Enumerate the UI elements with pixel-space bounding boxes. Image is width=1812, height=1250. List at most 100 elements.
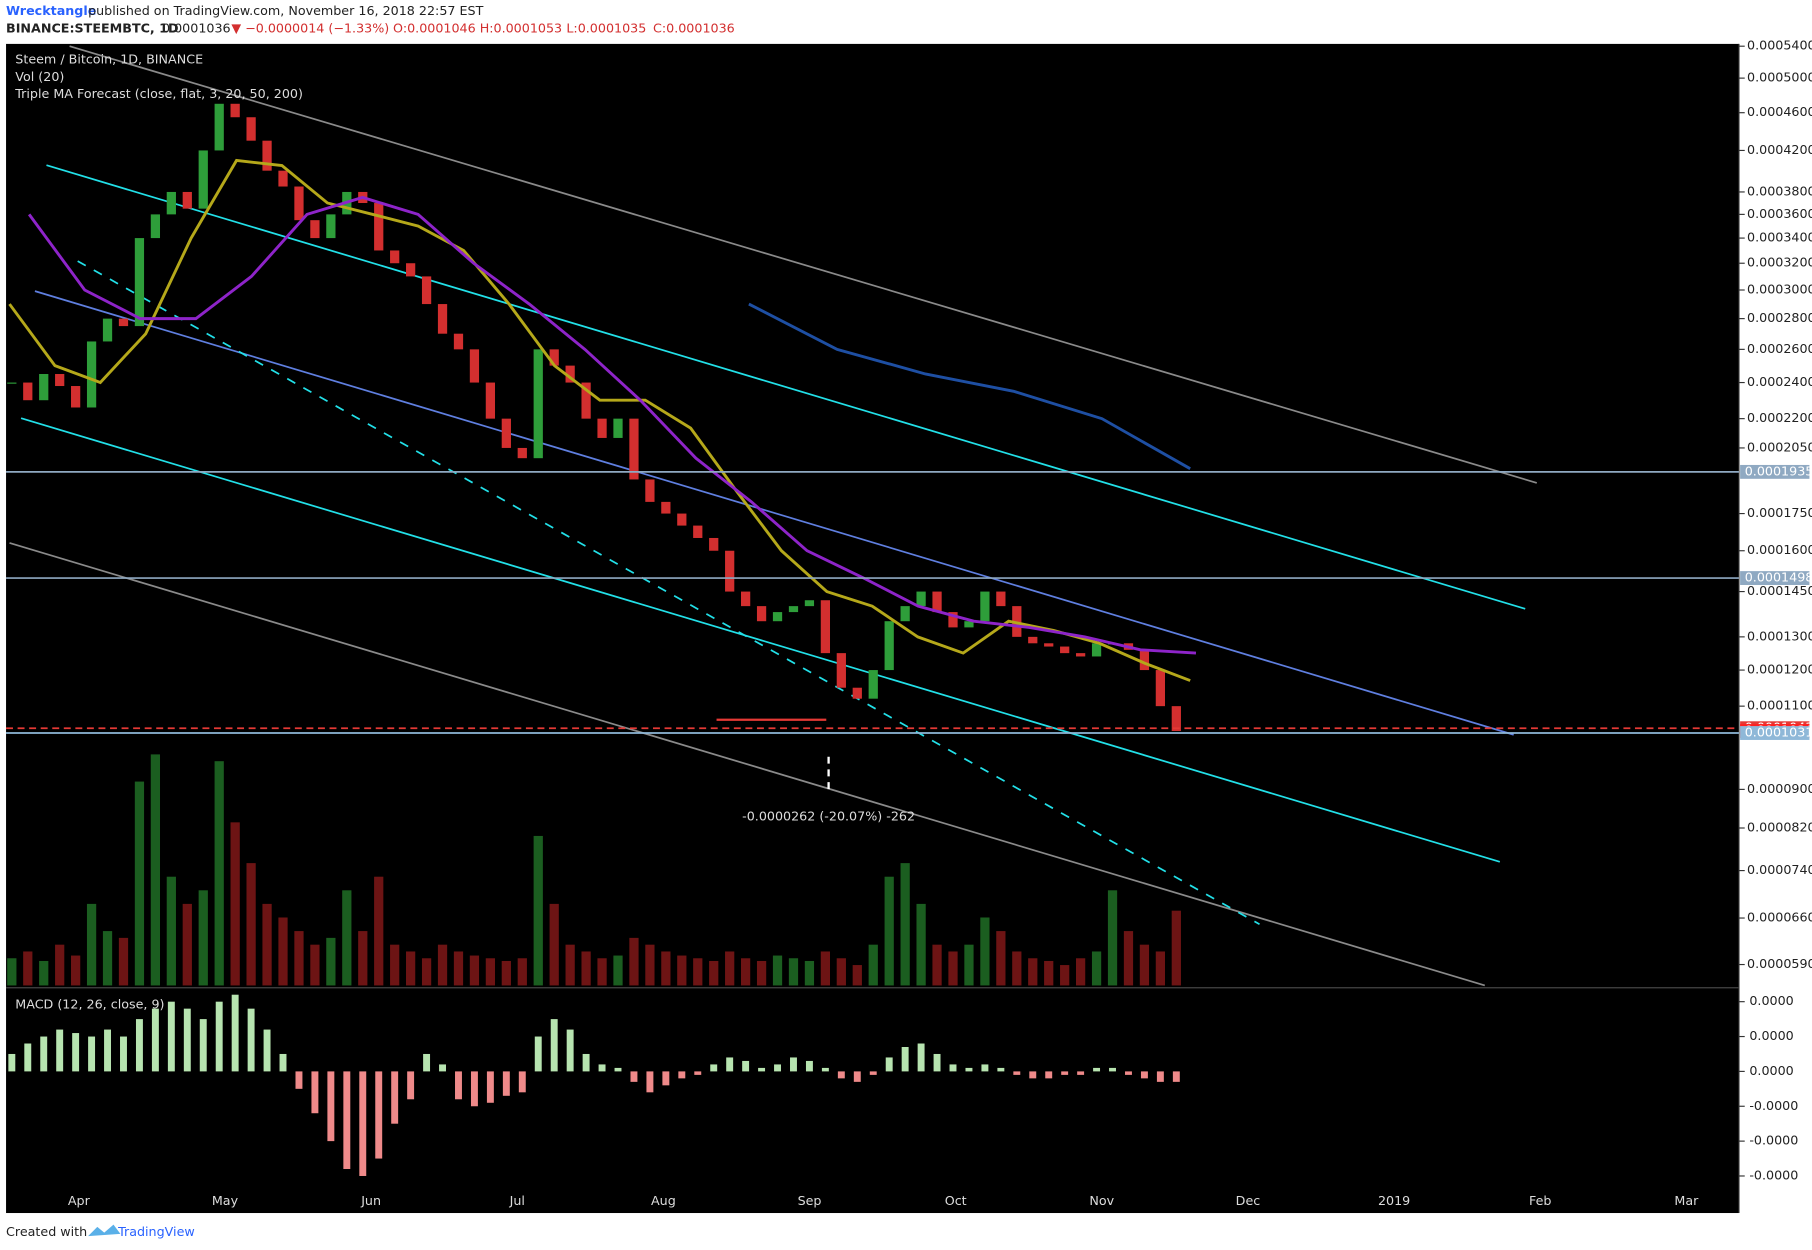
volume-bar: [102, 931, 113, 986]
macd-bar: [805, 1060, 813, 1072]
macd-bar: [439, 1064, 446, 1072]
candle: [549, 349, 559, 366]
volume-bar: [55, 944, 65, 986]
volume-bar: [1123, 931, 1134, 986]
candle: [996, 591, 1006, 607]
macd-bar: [646, 1071, 654, 1093]
volume-bar: [453, 951, 464, 986]
volume-bar: [71, 955, 81, 986]
y-tick-label: 0.0000590: [1747, 956, 1812, 971]
volume-bar: [725, 951, 735, 986]
price-tag: [1740, 464, 1810, 479]
legend-ma: Triple MA Forecast (close, flat, 3, 20, …: [14, 86, 303, 101]
footer-created: Created with: [6, 1224, 87, 1239]
volume-bar: [469, 955, 480, 986]
macd-tick-label: -0.0000: [1749, 1167, 1798, 1182]
volume-bar: [374, 876, 384, 986]
macd-tick-label: 0.0000: [1749, 1028, 1793, 1043]
ohlc-value: O:0.0001046: [393, 20, 476, 35]
y-tick-label: 0.0003800: [1747, 183, 1812, 198]
channel-line: [77, 260, 1260, 925]
candle: [1060, 646, 1070, 654]
volume-bar: [1060, 965, 1070, 986]
macd-tick-label: -0.0000: [1749, 1098, 1798, 1113]
volume-bar: [788, 958, 799, 986]
macd-bar: [742, 1060, 750, 1072]
y-tick-label: 0.0002200: [1747, 410, 1812, 425]
x-tick-label: Jul: [509, 1193, 525, 1208]
volume-bar: [549, 903, 559, 986]
channel-line: [34, 290, 1514, 736]
volume-bar: [709, 960, 719, 986]
macd-bar: [1156, 1071, 1164, 1082]
volume-bar: [485, 958, 496, 986]
volume-bar: [1107, 890, 1118, 986]
volume-bar: [661, 951, 671, 986]
volume-bar: [900, 863, 910, 986]
macd-bar: [407, 1071, 415, 1100]
candle: [517, 447, 527, 459]
macd-bar: [215, 1001, 223, 1072]
price-tag-label: 0.0001935: [1745, 463, 1812, 478]
candle: [661, 501, 671, 514]
ohlc-value: C:0.0001036: [653, 20, 735, 35]
volume-bar: [230, 822, 240, 986]
macd-bar: [1045, 1071, 1053, 1079]
macd-bar: [1061, 1071, 1069, 1075]
volume-bar: [1139, 944, 1150, 986]
macd-tick-label: -0.0000: [1749, 1133, 1798, 1148]
y-tick-label: 0.0003400: [1747, 230, 1812, 245]
footer-brand[interactable]: TradingView: [117, 1224, 195, 1239]
legend-macd: MACD (12, 26, close, 9): [15, 997, 164, 1012]
trend-lines: [9, 45, 1538, 987]
macd-bar: [933, 1053, 941, 1072]
y-tick-label: 0.0000660: [1747, 910, 1812, 925]
volume-bar: [23, 951, 33, 986]
published: published on TradingView.com, November 1…: [88, 3, 483, 18]
candle: [39, 374, 49, 401]
legend-symbol: Steem / Bitcoin, 1D, BINANCE: [15, 52, 203, 67]
macd-tick-label: 0.0000: [1749, 1063, 1793, 1078]
macd-bar: [1172, 1071, 1180, 1082]
y-tick-label: 0.0000740: [1747, 862, 1812, 877]
candle: [118, 318, 129, 327]
y-tick-label: 0.0001600: [1747, 542, 1812, 557]
author[interactable]: Wrecktangle: [6, 3, 96, 18]
volume-bar: [852, 965, 862, 986]
macd-bar: [455, 1071, 462, 1100]
volume-bar: [533, 835, 543, 986]
macd-bar: [247, 1008, 255, 1072]
macd-bar: [821, 1067, 829, 1072]
volume-bar: [517, 958, 527, 986]
candle: [613, 418, 623, 438]
macd-bar: [534, 1036, 542, 1072]
y-tick-label: 0.0001300: [1747, 628, 1812, 643]
y-tick-label: 0.0002800: [1747, 310, 1812, 325]
volume-bar: [262, 903, 272, 986]
x-tick-label: Dec: [1236, 1193, 1261, 1208]
volume-bar: [246, 863, 256, 986]
x-tick-label: Aug: [651, 1193, 676, 1208]
macd-bar: [311, 1071, 319, 1114]
candle: [980, 591, 990, 622]
volume-bar: [597, 958, 607, 986]
volume-bar: [996, 931, 1006, 986]
y-tick-label: 0.0000900: [1747, 781, 1812, 796]
ohlc-value: L:0.0001035: [566, 20, 646, 35]
macd-bar: [183, 1008, 191, 1072]
volume-bar: [166, 876, 176, 986]
candle: [71, 386, 81, 408]
volume-bar: [326, 937, 336, 986]
volume-bar: [1044, 960, 1054, 986]
candle: [964, 621, 974, 628]
volume-bar: [86, 903, 97, 986]
macd-bar: [566, 1029, 574, 1072]
volume-bar: [1171, 910, 1181, 986]
macd-bar: [678, 1071, 686, 1079]
macd-bar: [774, 1064, 781, 1072]
price-tag-label: 0.0001498: [1745, 570, 1812, 585]
macd-bar: [104, 1029, 112, 1072]
candle: [278, 170, 288, 187]
candle: [214, 103, 224, 151]
